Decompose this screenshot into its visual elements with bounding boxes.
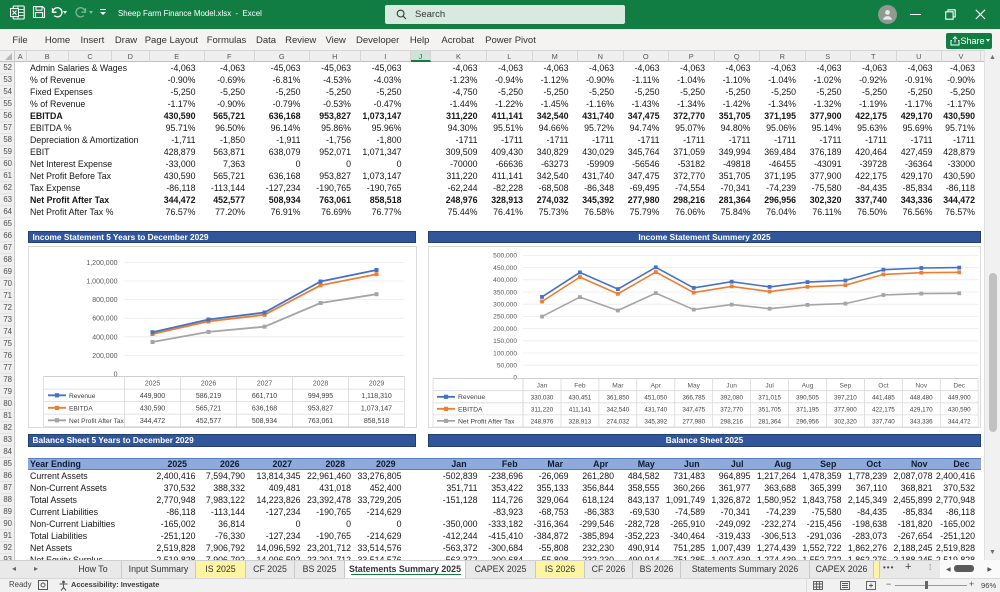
svg-text:344,472: 344,472 — [948, 419, 971, 426]
svg-text:345,392: 345,392 — [644, 419, 667, 426]
svg-text:422,175: 422,175 — [872, 407, 895, 414]
svg-text:371,195: 371,195 — [796, 407, 819, 414]
svg-text:661,710: 661,710 — [251, 393, 276, 400]
svg-text:400,000: 400,000 — [493, 277, 517, 284]
svg-text:600,000: 600,000 — [92, 316, 117, 323]
svg-text:449,900: 449,900 — [139, 393, 164, 400]
svg-text:763,061: 763,061 — [307, 418, 332, 425]
svg-text:994,995: 994,995 — [307, 393, 332, 400]
svg-text:429,170: 429,170 — [910, 407, 933, 414]
svg-text:1,200,000: 1,200,000 — [86, 260, 117, 267]
svg-text:300,000: 300,000 — [493, 302, 517, 309]
svg-text:Sep: Sep — [840, 382, 852, 389]
svg-text:274,032: 274,032 — [607, 419, 630, 426]
svg-text:328,913: 328,913 — [569, 419, 592, 426]
svg-text:281,364: 281,364 — [758, 419, 781, 426]
svg-text:366,785: 366,785 — [682, 394, 705, 401]
svg-text:2026: 2026 — [200, 381, 216, 388]
svg-text:508,934: 508,934 — [251, 418, 276, 425]
svg-text:Revenue: Revenue — [458, 394, 485, 401]
svg-text:330,030: 330,030 — [531, 394, 554, 401]
svg-text:Apr: Apr — [651, 382, 662, 389]
svg-text:350,000: 350,000 — [493, 289, 517, 296]
svg-text:1,000,000: 1,000,000 — [86, 279, 117, 286]
svg-text:449,900: 449,900 — [948, 394, 971, 401]
svg-text:Feb: Feb — [574, 382, 586, 389]
svg-text:377,900: 377,900 — [834, 407, 857, 414]
svg-text:311,220: 311,220 — [531, 407, 554, 414]
svg-text:150,000: 150,000 — [493, 338, 517, 345]
svg-text:May: May — [687, 382, 700, 389]
svg-text:50,000: 50,000 — [497, 363, 518, 370]
svg-text:430,451: 430,451 — [569, 394, 592, 401]
svg-text:200,000: 200,000 — [493, 326, 517, 333]
svg-text:430,590: 430,590 — [139, 406, 164, 413]
svg-text:390,505: 390,505 — [796, 394, 819, 401]
svg-text:343,336: 343,336 — [910, 419, 933, 426]
svg-text:100,000: 100,000 — [493, 350, 517, 357]
svg-text:450,000: 450,000 — [493, 265, 517, 272]
svg-text:248,976: 248,976 — [531, 419, 554, 426]
svg-text:296,956: 296,956 — [796, 419, 819, 426]
svg-text:250,000: 250,000 — [493, 314, 517, 321]
svg-text:342,540: 342,540 — [607, 407, 630, 414]
svg-text:431,740: 431,740 — [644, 407, 667, 414]
svg-text:451,050: 451,050 — [644, 394, 667, 401]
svg-text:411,141: 411,141 — [569, 407, 592, 414]
svg-text:953,827: 953,827 — [307, 406, 332, 413]
svg-text:2027: 2027 — [256, 381, 272, 388]
svg-text:Oct: Oct — [878, 382, 888, 389]
svg-text:2025: 2025 — [144, 381, 160, 388]
svg-text:Jun: Jun — [726, 382, 737, 389]
svg-text:858,518: 858,518 — [363, 418, 388, 425]
svg-text:Revenue: Revenue — [69, 393, 96, 400]
svg-text:277,980: 277,980 — [682, 419, 705, 426]
svg-text:441,485: 441,485 — [872, 394, 895, 401]
svg-text:448,480: 448,480 — [910, 394, 933, 401]
svg-text:800,000: 800,000 — [92, 297, 117, 304]
svg-text:Aug: Aug — [802, 382, 814, 389]
svg-text:344,472: 344,472 — [139, 418, 164, 425]
svg-text:Jan: Jan — [537, 382, 548, 389]
svg-text:397,210: 397,210 — [834, 394, 857, 401]
svg-text:Mar: Mar — [612, 382, 624, 389]
svg-text:Net Profit After Tax: Net Profit After Tax — [458, 418, 515, 425]
svg-text:565,721: 565,721 — [195, 406, 220, 413]
svg-text:1,073,147: 1,073,147 — [360, 406, 391, 413]
svg-text:302,320: 302,320 — [834, 419, 857, 426]
svg-text:351,705: 351,705 — [758, 407, 781, 414]
svg-text:Nov: Nov — [915, 382, 927, 389]
svg-text:372,770: 372,770 — [720, 407, 743, 414]
svg-text:Dec: Dec — [953, 382, 965, 389]
svg-text:2029: 2029 — [368, 381, 384, 388]
svg-text:430,590: 430,590 — [948, 407, 971, 414]
svg-text:452,577: 452,577 — [195, 418, 220, 425]
svg-text:298,216: 298,216 — [720, 419, 743, 426]
svg-text:361,850: 361,850 — [607, 394, 630, 401]
svg-text:371,015: 371,015 — [758, 394, 781, 401]
svg-text:347,475: 347,475 — [682, 407, 705, 414]
svg-text:2028: 2028 — [312, 381, 328, 388]
svg-text:400,000: 400,000 — [92, 334, 117, 341]
svg-text:Jul: Jul — [765, 382, 774, 389]
svg-text:EBITDA: EBITDA — [69, 406, 93, 413]
svg-text:586,219: 586,219 — [195, 393, 220, 400]
svg-text:Net Profit After Tax: Net Profit After Tax — [69, 418, 125, 425]
svg-text:EBITDA: EBITDA — [458, 406, 483, 413]
svg-text:1,118,310: 1,118,310 — [361, 393, 392, 400]
svg-text:337,740: 337,740 — [872, 419, 895, 426]
svg-text:0: 0 — [113, 372, 117, 379]
svg-text:392,080: 392,080 — [720, 394, 743, 401]
svg-text:500,000: 500,000 — [493, 253, 517, 260]
svg-text:636,168: 636,168 — [251, 406, 276, 413]
svg-text:200,000: 200,000 — [92, 353, 117, 360]
